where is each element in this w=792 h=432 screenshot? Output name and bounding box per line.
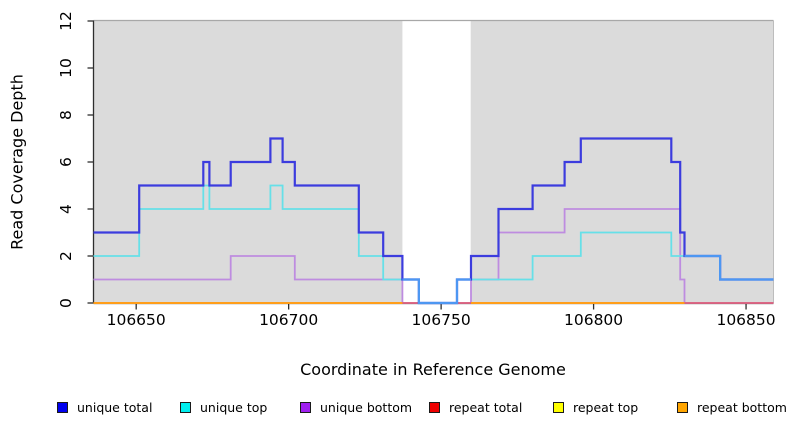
x-axis-title: Coordinate in Reference Genome (300, 360, 566, 379)
series-unique-top (93, 184, 774, 304)
y-tick-label: 10 (57, 58, 75, 78)
legend-item-repeat-total: repeat total (429, 399, 522, 415)
legend-item-unique-total: unique total (57, 399, 152, 415)
x-tick-label: 106750 (411, 311, 471, 329)
legend-swatch (429, 401, 440, 413)
series-overlap (684, 254, 774, 281)
y-tick-label: 6 (57, 157, 75, 167)
legend-item-repeat-bottom: repeat bottom (677, 399, 787, 415)
legend-label: repeat top (573, 399, 639, 415)
legend-item-repeat-top: repeat top (553, 399, 638, 415)
x-tick-label: 106800 (563, 311, 624, 329)
legend-swatch (180, 401, 191, 413)
y-tick-label: 12 (57, 11, 75, 31)
x-tick-label: 106700 (259, 311, 319, 329)
legend-item-unique-top: unique top (180, 399, 267, 415)
legend-item-unique-bottom: unique bottom (300, 399, 412, 415)
legend-label: unique total (77, 399, 153, 415)
legend-label: unique top (200, 399, 268, 415)
legend-label: repeat bottom (697, 399, 787, 415)
x-tick-label: 106850 (716, 311, 776, 329)
y-tick-label: 2 (57, 251, 75, 261)
legend-swatch (300, 401, 311, 413)
legend-swatch (677, 401, 688, 413)
legend-swatch (553, 401, 564, 413)
y-tick-label: 0 (57, 298, 75, 308)
series-overlap (402, 278, 471, 305)
y-axis-title: Read Coverage Depth (7, 74, 27, 250)
y-tick-label: 8 (57, 110, 75, 120)
legend-label: unique bottom (320, 399, 413, 415)
y-tick-label: 4 (57, 204, 75, 214)
legend-swatch (57, 401, 68, 413)
legend-label: repeat total (449, 399, 523, 415)
legend: unique total unique top unique bottom repea… (0, 399, 792, 419)
x-tick-label: 106650 (106, 311, 166, 329)
